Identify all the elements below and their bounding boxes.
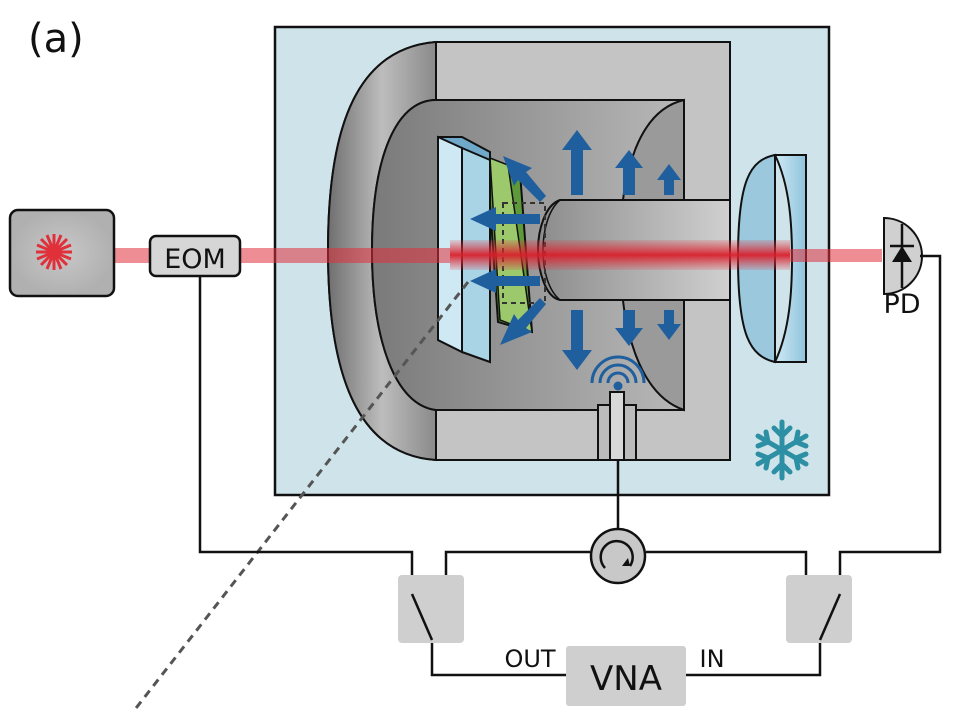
field-arrows [470, 130, 681, 370]
eom-label: EOM [164, 244, 226, 275]
eom-box [148, 234, 242, 278]
vna-label: VNA [590, 659, 662, 699]
pd-label: PD [883, 289, 920, 320]
laser-icon [8, 208, 116, 298]
circulator-icon [589, 527, 647, 585]
antenna-icon [590, 355, 646, 391]
photodiode-icon [883, 216, 923, 296]
snowflake-icon [755, 419, 809, 481]
vna-box [566, 646, 686, 706]
zoom-line [131, 281, 470, 713]
switch-icon [398, 575, 852, 643]
out-label: OUT [504, 645, 555, 673]
panel-label: (a) [28, 16, 84, 62]
in-label: IN [699, 645, 724, 673]
